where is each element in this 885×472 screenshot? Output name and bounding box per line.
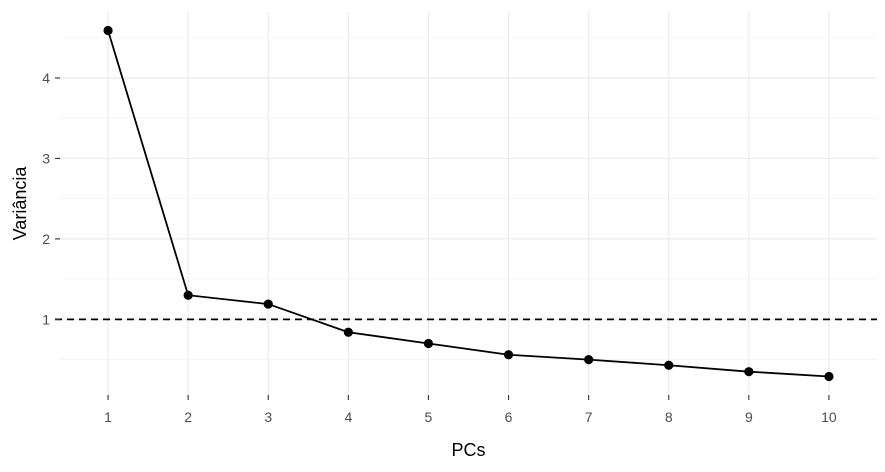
x-tick-label: 4 [344, 409, 352, 425]
x-tick-label: 8 [665, 409, 673, 425]
y-tick-label: 1 [42, 311, 50, 327]
x-tick-label: 6 [505, 409, 513, 425]
y-axis: 1 2 3 4 [42, 70, 60, 327]
data-points [103, 25, 834, 382]
y-tick-label: 4 [42, 70, 50, 86]
data-point [664, 360, 674, 370]
y-tick-label: 2 [42, 231, 50, 247]
series-line [107, 30, 829, 378]
y-axis-title: Variância [10, 166, 30, 241]
data-point [103, 25, 113, 36]
x-axis: 1 2 3 4 5 6 7 8 9 10 [104, 395, 837, 425]
y-tick-label: 3 [42, 150, 50, 166]
data-point [744, 367, 754, 377]
x-tick-label: 1 [104, 409, 112, 425]
x-tick-label: 9 [745, 409, 753, 425]
x-tick-label: 3 [264, 409, 272, 425]
data-point [183, 290, 193, 300]
x-tick-label: 7 [585, 409, 593, 425]
major-gridlines [60, 12, 877, 395]
data-point [263, 299, 273, 309]
x-tick-label: 2 [184, 409, 192, 425]
x-tick-label: 10 [821, 409, 837, 425]
minor-gridlines [60, 37, 877, 360]
data-point [503, 350, 514, 360]
data-point [584, 354, 594, 365]
data-point [423, 338, 434, 349]
series-layer [107, 30, 829, 378]
x-tick-label: 5 [425, 409, 433, 425]
data-point [824, 371, 834, 382]
data-point [343, 327, 353, 337]
x-axis-title: PCs [451, 440, 485, 460]
